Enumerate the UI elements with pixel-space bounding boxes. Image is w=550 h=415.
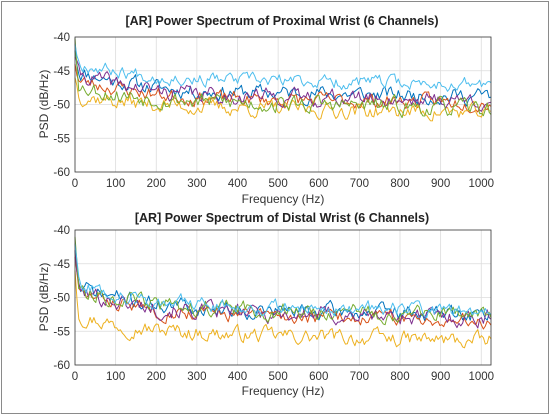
proximal-series-line-6 xyxy=(74,43,492,92)
proximal-x-tick-label: 800 xyxy=(390,178,409,190)
proximal-series-line-5 xyxy=(74,38,492,119)
proximal-x-tick-label: 0 xyxy=(72,178,78,190)
distal-y-tick-label: -50 xyxy=(53,293,70,305)
distal-x-tick-label: 1000 xyxy=(468,371,494,383)
distal-series-line-5 xyxy=(74,236,492,326)
proximal-x-tick-label: 400 xyxy=(228,178,247,190)
proximal-x-tick-label: 700 xyxy=(350,178,369,190)
distal-x-tick-label: 500 xyxy=(269,371,288,383)
proximal-y-ticks: -60 -55 -50 -45 -40 xyxy=(53,32,70,179)
proximal-series-line-4 xyxy=(74,57,492,112)
distal-x-tick-label: 800 xyxy=(390,371,409,383)
proximal-x-tick-label: 500 xyxy=(269,178,288,190)
proximal-y-tick-label: -40 xyxy=(53,32,70,44)
distal-plot-title: [AR] Power Spectrum of Distal Wrist (6 C… xyxy=(135,211,429,225)
distal-x-tick-label: 300 xyxy=(187,371,206,383)
distal-x-axis-label: Frequency (Hz) xyxy=(242,384,325,398)
distal-x-tick-label: 0 xyxy=(72,371,78,383)
proximal-plot-title: [AR] Power Spectrum of Proximal Wrist (6… xyxy=(125,14,438,28)
distal-wrist-plot: [AR] Power Spectrum of Distal Wrist (6 C… xyxy=(37,211,494,398)
distal-series-group xyxy=(74,236,492,349)
proximal-y-tick-label: -60 xyxy=(53,167,70,179)
proximal-wrist-plot: [AR] Power Spectrum of Proximal Wrist (6… xyxy=(37,14,494,206)
distal-x-ticks: 0 100 200 300 400 500 600 700 800 900 1000 xyxy=(72,371,494,383)
proximal-y-tick-label: -45 xyxy=(53,66,70,78)
distal-y-tick-label: -40 xyxy=(53,225,70,237)
proximal-series-group xyxy=(74,38,492,122)
distal-series-line-4 xyxy=(74,250,492,329)
proximal-x-tick-label: 200 xyxy=(147,178,166,190)
distal-series-line-6 xyxy=(74,243,491,318)
distal-x-tick-label: 700 xyxy=(350,371,369,383)
proximal-x-tick-label: 600 xyxy=(309,178,328,190)
distal-x-tick-label: 200 xyxy=(147,371,166,383)
proximal-y-tick-label: -55 xyxy=(53,133,70,145)
proximal-x-tick-label: 900 xyxy=(431,178,450,190)
distal-x-tick-label: 400 xyxy=(228,371,247,383)
proximal-axes-box xyxy=(74,36,492,173)
distal-y-tick-label: -55 xyxy=(53,326,70,338)
distal-series-line-2 xyxy=(74,256,492,330)
proximal-y-tick-label: -50 xyxy=(53,100,70,112)
distal-y-ticks: -60 -55 -50 -45 -40 xyxy=(53,225,70,372)
distal-x-tick-label: 600 xyxy=(309,371,328,383)
proximal-x-tick-label: 100 xyxy=(106,178,125,190)
distal-x-tick-label: 100 xyxy=(106,371,125,383)
proximal-x-tick-label: 300 xyxy=(187,178,206,190)
proximal-y-axis-label: PSD (dB/Hz) xyxy=(37,70,51,139)
distal-y-tick-label: -60 xyxy=(53,360,70,372)
proximal-x-ticks: 0 100 200 300 400 500 600 700 800 900 1000 xyxy=(72,178,494,190)
distal-y-axis-label: PSD (dB/Hz) xyxy=(37,263,51,332)
proximal-x-axis-label: Frequency (Hz) xyxy=(242,192,325,206)
distal-y-tick-label: -45 xyxy=(53,259,70,271)
distal-series-line-3 xyxy=(74,270,492,349)
proximal-x-tick-label: 1000 xyxy=(468,178,494,190)
distal-axes-box xyxy=(74,229,492,366)
distal-x-tick-label: 900 xyxy=(431,371,450,383)
